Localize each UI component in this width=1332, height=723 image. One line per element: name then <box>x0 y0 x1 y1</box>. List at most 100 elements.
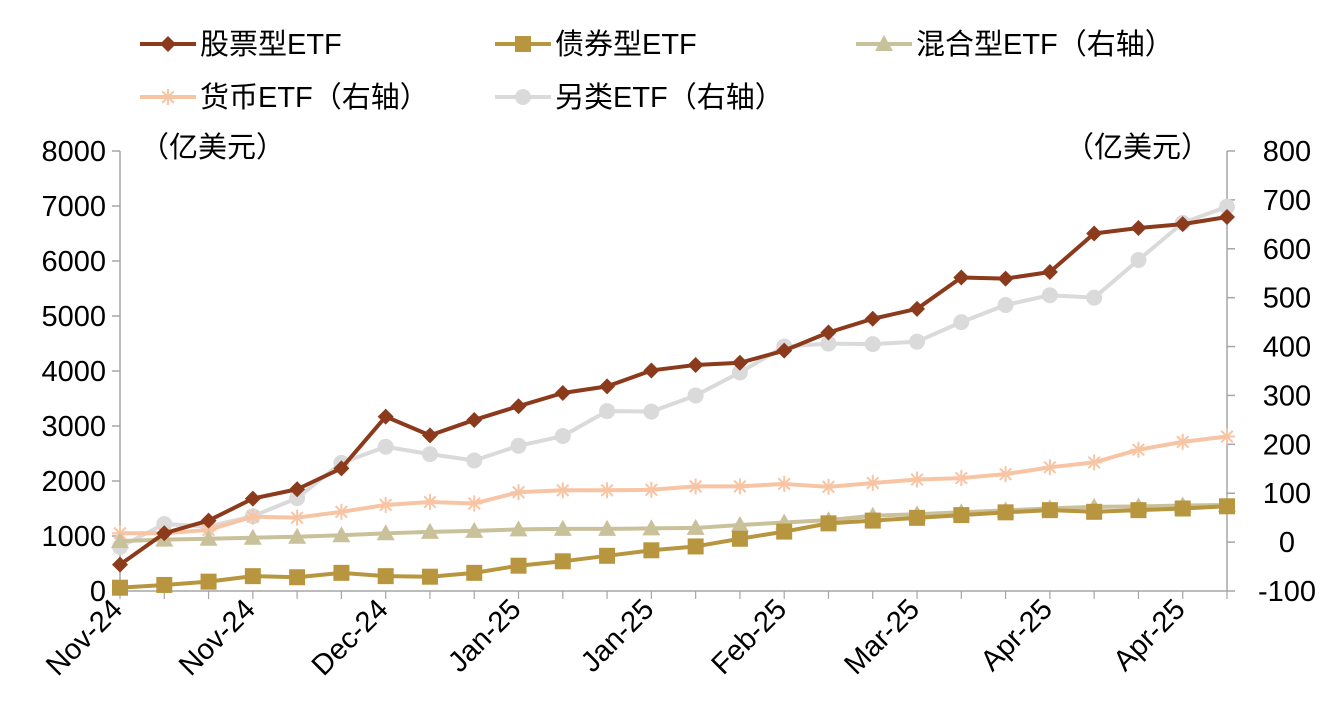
legend-swatch-marker <box>160 36 176 52</box>
data-point <box>200 512 217 529</box>
data-point <box>421 446 438 463</box>
data-point <box>820 515 837 532</box>
data-point <box>377 438 394 455</box>
right-tick-label: -100 <box>1258 576 1316 608</box>
right-tick-label: 400 <box>1263 332 1311 364</box>
data-point <box>953 470 970 487</box>
x-tick-label: Nov-24 <box>40 593 129 682</box>
right-axis-unit: （亿美元） <box>1065 131 1210 164</box>
data-point <box>554 428 571 445</box>
legend: 股票型ETF 债券型ETF 混合型ETF（右轴） 货币ETF（右轴） 另类ETF（右轴） <box>140 28 1174 114</box>
data-point <box>376 524 395 541</box>
data-point <box>243 528 262 545</box>
left-tick-label: 0 <box>90 576 106 608</box>
right-tick-label: 600 <box>1263 234 1311 266</box>
right-tick-label: 300 <box>1263 380 1311 412</box>
left-tick-label: 6000 <box>41 246 106 278</box>
data-point <box>421 568 438 585</box>
data-point <box>687 478 704 495</box>
data-point <box>820 478 837 495</box>
series-4 <box>112 428 1235 542</box>
data-point <box>643 362 660 379</box>
series-layer <box>111 198 1236 596</box>
data-point <box>1041 287 1058 304</box>
x-tick-label: Apr-25 <box>1107 593 1191 677</box>
data-point <box>820 324 837 341</box>
data-point <box>864 512 881 529</box>
left-tick-label: 8000 <box>41 136 106 168</box>
data-point <box>687 387 704 404</box>
series-line <box>120 434 1228 536</box>
legend-item-2: 债券型ETF <box>495 28 697 61</box>
data-point <box>776 342 793 359</box>
legend-label: 混合型ETF（右轴） <box>916 28 1174 61</box>
data-point <box>1041 459 1058 476</box>
data-point <box>510 437 527 454</box>
left-tick-label: 3000 <box>41 411 106 443</box>
data-point <box>553 519 572 536</box>
data-point <box>156 525 173 542</box>
data-point <box>864 474 881 491</box>
data-point <box>1041 502 1058 519</box>
data-point <box>510 398 527 415</box>
right-tick-label: 100 <box>1263 478 1311 510</box>
data-point <box>1086 454 1103 471</box>
right-tick-label: 200 <box>1263 429 1311 461</box>
data-point <box>687 356 704 373</box>
data-point <box>599 378 616 395</box>
left-tick-label: 7000 <box>41 191 106 223</box>
data-point <box>1041 264 1058 280</box>
data-point <box>289 509 306 526</box>
data-point <box>289 481 306 498</box>
right-tick-label: 700 <box>1263 185 1311 217</box>
series-2 <box>112 498 1235 596</box>
data-point <box>1130 502 1147 519</box>
x-tick-label: Nov-24 <box>173 593 262 682</box>
x-tick-label: Feb-25 <box>706 593 794 681</box>
legend-item-4: 货币ETF（右轴） <box>140 81 429 114</box>
data-point <box>776 523 793 540</box>
data-point <box>466 495 483 512</box>
legend-label: 另类ETF（右轴） <box>555 81 784 114</box>
legend-swatch-marker <box>160 89 176 105</box>
right-tick-label: 800 <box>1263 136 1311 168</box>
legend-swatch-marker <box>515 89 531 105</box>
data-point <box>1219 209 1235 225</box>
right-tick-label: 500 <box>1263 283 1311 315</box>
data-point <box>112 556 128 573</box>
data-point <box>599 547 616 564</box>
data-point <box>953 269 970 286</box>
left-tick-label: 5000 <box>41 301 106 333</box>
data-point <box>643 403 660 420</box>
data-point <box>333 564 350 581</box>
series-line <box>118 215 1228 567</box>
data-point <box>731 478 748 495</box>
data-point <box>953 314 970 331</box>
x-tick-label: Mar-25 <box>838 593 926 681</box>
data-point <box>1086 503 1103 520</box>
data-point <box>953 507 970 524</box>
data-point <box>643 542 660 559</box>
data-point <box>776 475 793 492</box>
left-tick-label: 4000 <box>41 356 106 388</box>
x-tick-label: Apr-25 <box>975 593 1059 677</box>
data-point <box>864 336 881 353</box>
legend-swatch-marker <box>875 35 893 51</box>
data-point <box>377 568 394 585</box>
left-axis-unit: （亿美元） <box>140 131 285 164</box>
data-point <box>156 576 173 593</box>
data-point <box>244 508 261 525</box>
data-point <box>997 504 1014 521</box>
data-point <box>1086 225 1103 242</box>
data-point <box>642 519 661 536</box>
data-point <box>112 579 128 596</box>
series-5 <box>112 198 1235 555</box>
left-tick-label: 1000 <box>41 521 106 553</box>
data-point <box>289 569 306 586</box>
data-point <box>997 297 1014 313</box>
legend-swatch-marker <box>515 36 531 52</box>
series-1 <box>112 209 1235 573</box>
data-point <box>510 557 527 574</box>
data-point <box>731 530 748 547</box>
data-point <box>909 471 926 488</box>
